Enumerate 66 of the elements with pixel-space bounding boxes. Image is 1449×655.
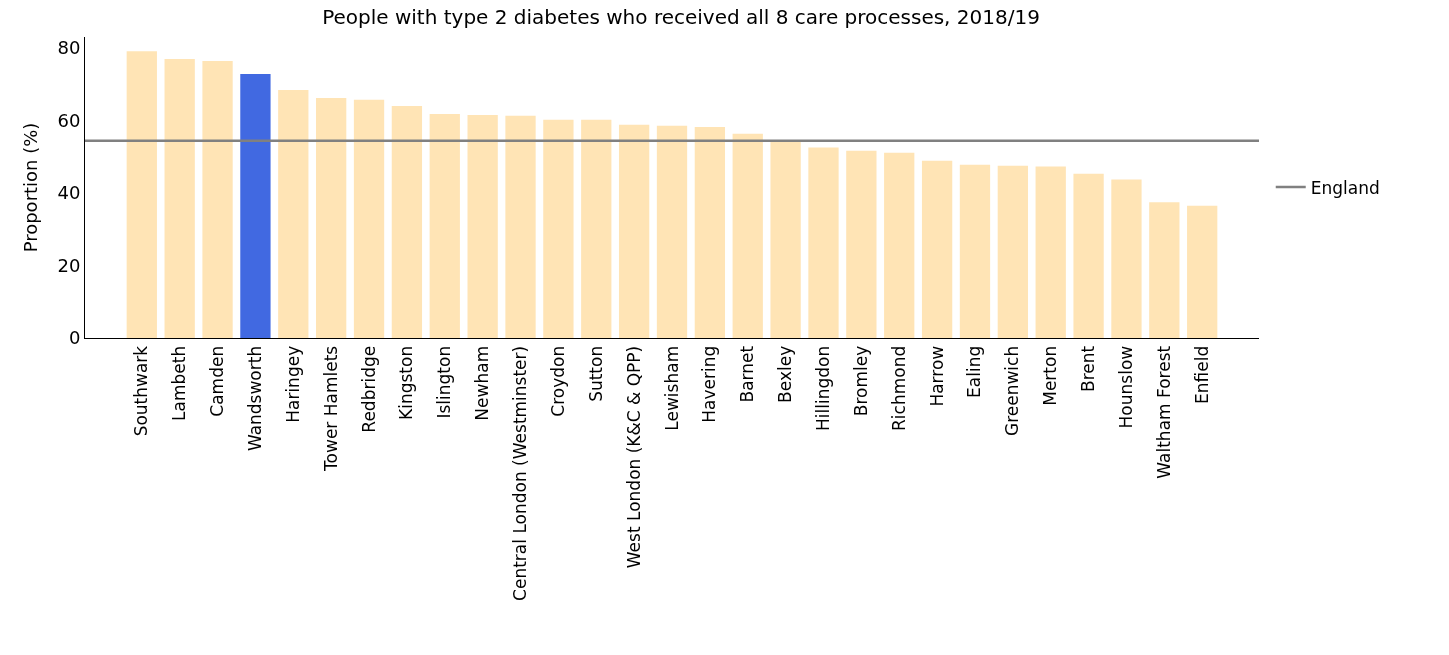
bar — [884, 152, 915, 338]
y-tick-label: 20 — [57, 254, 81, 276]
bar — [959, 164, 991, 338]
y-tick-label: 0 — [68, 327, 81, 349]
x-tick-label: Barnet — [737, 345, 758, 403]
y-tick-label: 60 — [57, 109, 81, 131]
y-axis-title: Proportion (%) — [19, 122, 41, 253]
bar — [770, 140, 801, 338]
x-tick-label: Haringey — [282, 345, 303, 423]
bar — [429, 113, 460, 338]
y-tick-label: 80 — [57, 37, 81, 59]
bar — [202, 60, 233, 338]
bar — [353, 99, 385, 338]
x-tick-label: Islington — [434, 345, 455, 419]
bar — [467, 114, 498, 338]
x-tick-label: Richmond — [888, 345, 909, 431]
x-tick-label: Newham — [472, 345, 493, 421]
x-tick-label: Tower Hamlets — [320, 345, 341, 472]
bar — [278, 89, 309, 338]
chart-title: People with type 2 diabetes who received all 8 care processes, 2018/19 — [322, 4, 1040, 29]
x-tick-label: West London (K&C & QPP) — [623, 345, 644, 569]
x-tick-label: Camden — [207, 345, 228, 417]
x-tick-label: Kingston — [396, 345, 417, 420]
bar — [1035, 166, 1066, 338]
x-tick-label: Greenwich — [1002, 345, 1023, 437]
x-tick-label: Wandsworth — [244, 345, 265, 452]
x-tick-label: Waltham Forest — [1153, 345, 1174, 479]
bar — [921, 160, 953, 338]
bar — [391, 105, 423, 338]
x-tick-label: Havering — [699, 345, 720, 423]
bar — [656, 125, 688, 338]
x-tick-label: Brent — [1078, 345, 1099, 392]
x-tick-label: Croydon — [547, 345, 568, 417]
bar — [1187, 205, 1218, 338]
x-tick-label: Hillingdon — [813, 345, 834, 432]
x-tick-label: Lambeth — [169, 345, 190, 421]
bar — [164, 59, 195, 338]
x-tick-label: Bromley — [850, 345, 871, 417]
bar — [732, 133, 763, 338]
x-tick-label: Ealing — [964, 345, 985, 398]
bar — [808, 147, 839, 338]
bar — [997, 165, 1028, 338]
x-tick-label: Merton — [1040, 345, 1061, 406]
x-tick-label: Redbridge — [358, 345, 379, 433]
bar — [1073, 173, 1104, 338]
x-tick-label: Central London (Westminster) — [510, 345, 531, 601]
x-tick-label: Enfield — [1191, 345, 1212, 404]
bar — [126, 51, 157, 338]
bar — [618, 124, 650, 338]
bar — [846, 150, 877, 338]
bar — [1111, 179, 1142, 338]
x-tick-label: Hounslow — [1115, 345, 1136, 429]
x-tick-label: Bexley — [775, 345, 796, 403]
bar — [240, 73, 271, 338]
bar — [1149, 202, 1180, 338]
bar — [316, 97, 347, 338]
legend-label: England — [1310, 177, 1380, 198]
bar — [505, 115, 536, 338]
bar — [581, 119, 612, 338]
x-tick-label: Southwark — [131, 345, 152, 437]
bar — [694, 126, 726, 338]
y-tick-label: 40 — [57, 182, 81, 204]
bar — [543, 119, 574, 338]
x-tick-label: Lewisham — [661, 345, 682, 431]
x-tick-label: Sutton — [585, 345, 606, 402]
x-tick-label: Harrow — [926, 345, 947, 407]
